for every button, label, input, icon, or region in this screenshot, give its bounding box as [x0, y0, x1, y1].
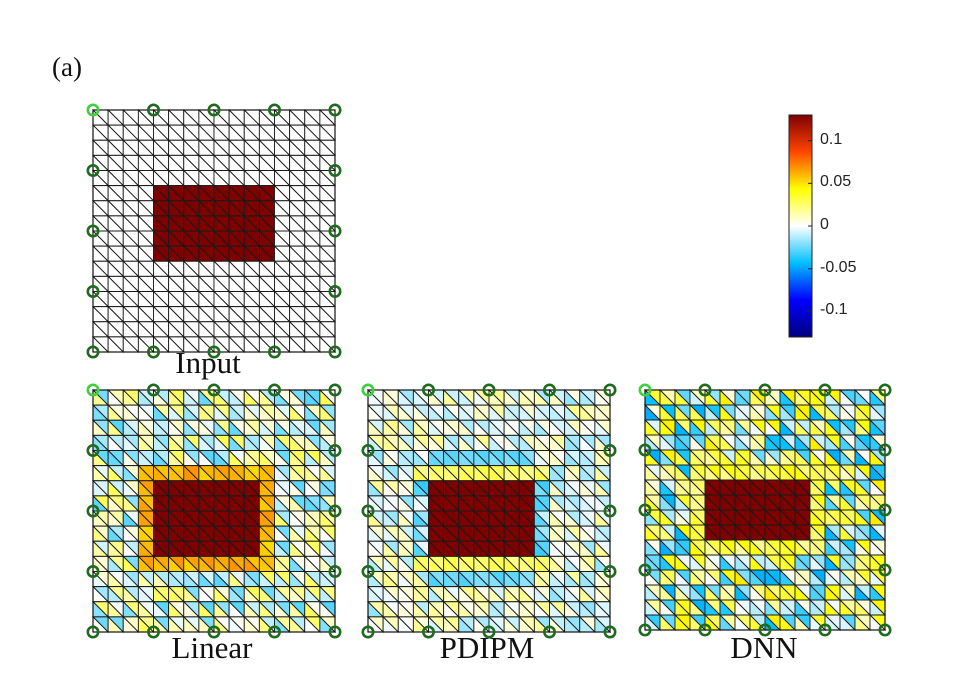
colorbar-tick-label: -0.1 [820, 301, 848, 319]
reference-electrode [86, 383, 100, 397]
electrode [207, 625, 221, 639]
electrode [542, 383, 556, 397]
colorbar-tick-label: 0 [820, 216, 829, 233]
electrode [207, 383, 221, 397]
electrode [86, 504, 100, 518]
electrode [147, 103, 161, 117]
mesh-border [92, 109, 336, 353]
electrode [328, 625, 342, 639]
electrode [361, 625, 375, 639]
mesh-border [367, 389, 611, 633]
electrode [603, 625, 617, 639]
electrode [878, 503, 892, 517]
mesh-label-linear: Linear [171, 630, 253, 665]
electrode [878, 623, 892, 637]
electrode [603, 504, 617, 518]
electrode [328, 103, 342, 117]
electrode [86, 443, 100, 457]
electrode [638, 503, 652, 517]
electrode [267, 345, 281, 359]
electrode [361, 564, 375, 578]
electrode [328, 224, 342, 238]
mesh-border [644, 389, 886, 631]
electrode [328, 504, 342, 518]
electrode [603, 383, 617, 397]
electrode [421, 383, 435, 397]
mesh-dnn [638, 383, 892, 637]
electrode [818, 383, 832, 397]
panel-label: (a) [52, 52, 82, 82]
electrode [758, 623, 772, 637]
electrode [482, 383, 496, 397]
reference-electrode [361, 383, 375, 397]
mesh-pdipm [361, 383, 617, 639]
electrode [147, 625, 161, 639]
colorbar-tick-label: 0.05 [820, 173, 852, 191]
colorbar [788, 114, 813, 338]
electrode [878, 383, 892, 397]
electrode [147, 383, 161, 397]
mesh-linear [86, 383, 342, 639]
electrode [267, 625, 281, 639]
electrode [818, 623, 832, 637]
electrode [328, 284, 342, 298]
electrode [86, 164, 100, 178]
electrode [638, 563, 652, 577]
electrode [603, 443, 617, 457]
electrode [638, 623, 652, 637]
electrode [207, 345, 221, 359]
electrode [328, 345, 342, 359]
electrode [86, 625, 100, 639]
electrode [267, 103, 281, 117]
mesh-input [86, 103, 342, 359]
electrode [86, 224, 100, 238]
electrode [328, 164, 342, 178]
electrode [698, 623, 712, 637]
electrode [328, 443, 342, 457]
electrode [638, 443, 652, 457]
electrode [207, 103, 221, 117]
colorbar-tick-label: 0.1 [820, 130, 843, 148]
electrode [267, 383, 281, 397]
mesh-label-pdipm: PDIPM [439, 630, 535, 665]
electrode [86, 345, 100, 359]
electrode [361, 504, 375, 518]
electrode [698, 383, 712, 397]
electrode [482, 625, 496, 639]
mesh-border [92, 389, 336, 633]
colorbar-tick-label: -0.05 [820, 258, 857, 276]
electrode [328, 383, 342, 397]
electrode [878, 563, 892, 577]
reference-electrode [638, 383, 652, 397]
electrode [86, 284, 100, 298]
mesh-label-dnn: DNN [730, 630, 798, 665]
electrode [758, 383, 772, 397]
electrode [147, 345, 161, 359]
electrode [878, 443, 892, 457]
electrode [361, 443, 375, 457]
mesh-label-input: Input [175, 345, 241, 380]
electrode [328, 564, 342, 578]
meshes [86, 103, 892, 639]
electrode [542, 625, 556, 639]
electrode [421, 625, 435, 639]
reference-electrode [86, 103, 100, 117]
electrode [86, 564, 100, 578]
electrode [603, 564, 617, 578]
